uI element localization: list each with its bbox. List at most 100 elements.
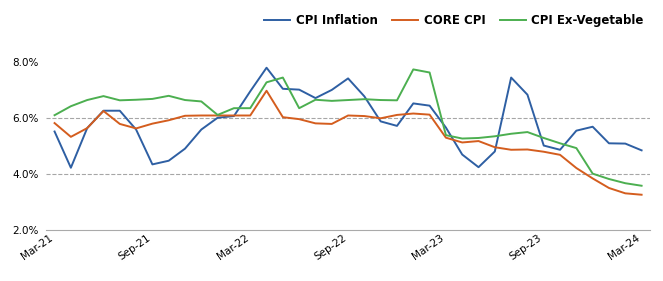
CPI Inflation <box>458 153 466 156</box>
CPI Inflation <box>491 150 499 153</box>
CORE CPI <box>409 112 417 115</box>
CORE CPI <box>132 127 140 130</box>
CORE CPI <box>524 148 532 151</box>
CORE CPI <box>213 114 221 117</box>
CORE CPI <box>621 192 629 195</box>
CORE CPI <box>556 153 564 157</box>
CPI Ex-Vegetable <box>426 71 434 74</box>
CPI Ex-Vegetable <box>621 182 629 185</box>
CPI Ex-Vegetable <box>230 106 238 110</box>
CPI Inflation <box>295 88 303 91</box>
CORE CPI <box>246 114 254 117</box>
CPI Inflation <box>638 149 646 152</box>
CPI Inflation <box>524 93 532 96</box>
CPI Inflation <box>263 66 271 69</box>
CORE CPI <box>312 122 320 125</box>
CPI Ex-Vegetable <box>540 136 548 140</box>
CPI Ex-Vegetable <box>507 132 515 135</box>
CPI Inflation <box>99 109 107 112</box>
CPI Ex-Vegetable <box>556 142 564 145</box>
CPI Ex-Vegetable <box>116 99 124 102</box>
CPI Ex-Vegetable <box>328 99 335 103</box>
CPI Inflation <box>393 124 401 128</box>
CORE CPI <box>507 148 515 151</box>
CPI Inflation <box>149 163 156 166</box>
CORE CPI <box>116 122 124 126</box>
CPI Ex-Vegetable <box>132 98 140 101</box>
CPI Ex-Vegetable <box>181 98 189 102</box>
CORE CPI <box>230 114 238 117</box>
CPI Inflation <box>198 128 206 131</box>
CPI Ex-Vegetable <box>312 98 320 101</box>
CORE CPI <box>458 141 466 144</box>
CPI Inflation <box>605 142 613 145</box>
CPI Inflation <box>540 144 548 147</box>
CPI Inflation <box>50 130 58 133</box>
CORE CPI <box>149 122 156 125</box>
CORE CPI <box>67 135 75 139</box>
CPI Inflation <box>230 114 238 118</box>
CORE CPI <box>540 150 548 153</box>
CORE CPI <box>638 193 646 196</box>
CORE CPI <box>426 113 434 116</box>
CPI Ex-Vegetable <box>589 172 597 175</box>
Line: CORE CPI: CORE CPI <box>54 91 642 195</box>
CPI Inflation <box>475 166 483 169</box>
CORE CPI <box>491 146 499 149</box>
CPI Ex-Vegetable <box>344 98 352 102</box>
CPI Inflation <box>572 129 580 132</box>
CPI Ex-Vegetable <box>164 94 172 98</box>
CPI Ex-Vegetable <box>279 76 287 79</box>
CORE CPI <box>361 114 369 118</box>
CPI Inflation <box>409 102 417 105</box>
CPI Ex-Vegetable <box>475 136 483 140</box>
CPI Ex-Vegetable <box>263 81 271 84</box>
CPI Ex-Vegetable <box>149 97 156 101</box>
CPI Ex-Vegetable <box>50 114 58 117</box>
CPI Ex-Vegetable <box>198 100 206 103</box>
CPI Inflation <box>312 96 320 100</box>
Line: CPI Inflation: CPI Inflation <box>54 68 642 168</box>
CORE CPI <box>198 114 206 117</box>
CPI Inflation <box>589 125 597 128</box>
CPI Ex-Vegetable <box>361 98 369 101</box>
CORE CPI <box>181 114 189 117</box>
CPI Ex-Vegetable <box>605 177 613 181</box>
CPI Ex-Vegetable <box>409 68 417 71</box>
CPI Ex-Vegetable <box>458 137 466 140</box>
CPI Inflation <box>442 126 450 129</box>
CORE CPI <box>589 177 597 180</box>
CPI Inflation <box>426 104 434 107</box>
CPI Ex-Vegetable <box>491 135 499 138</box>
CPI Inflation <box>361 95 369 98</box>
CPI Inflation <box>181 147 189 150</box>
CPI Ex-Vegetable <box>442 133 450 137</box>
CORE CPI <box>393 113 401 117</box>
CPI Inflation <box>67 166 75 169</box>
CPI Ex-Vegetable <box>377 98 385 102</box>
CORE CPI <box>279 115 287 119</box>
CORE CPI <box>442 136 450 139</box>
CPI Inflation <box>344 77 352 80</box>
CPI Ex-Vegetable <box>246 106 254 110</box>
CORE CPI <box>475 139 483 143</box>
CORE CPI <box>295 117 303 121</box>
CPI Ex-Vegetable <box>99 94 107 98</box>
CPI Inflation <box>164 159 172 162</box>
Legend: CPI Inflation, CORE CPI, CPI Ex-Vegetable: CPI Inflation, CORE CPI, CPI Ex-Vegetabl… <box>264 14 644 27</box>
CPI Ex-Vegetable <box>83 98 91 102</box>
CPI Ex-Vegetable <box>213 113 221 117</box>
CPI Inflation <box>83 126 91 130</box>
CORE CPI <box>99 109 107 113</box>
CPI Inflation <box>377 120 385 123</box>
CPI Inflation <box>279 87 287 90</box>
CPI Inflation <box>132 128 140 131</box>
CORE CPI <box>328 122 335 126</box>
CORE CPI <box>164 119 172 122</box>
CORE CPI <box>377 117 385 120</box>
CORE CPI <box>50 121 58 125</box>
CPI Ex-Vegetable <box>572 146 580 150</box>
CPI Inflation <box>556 148 564 151</box>
CPI Inflation <box>246 90 254 93</box>
CORE CPI <box>605 186 613 190</box>
